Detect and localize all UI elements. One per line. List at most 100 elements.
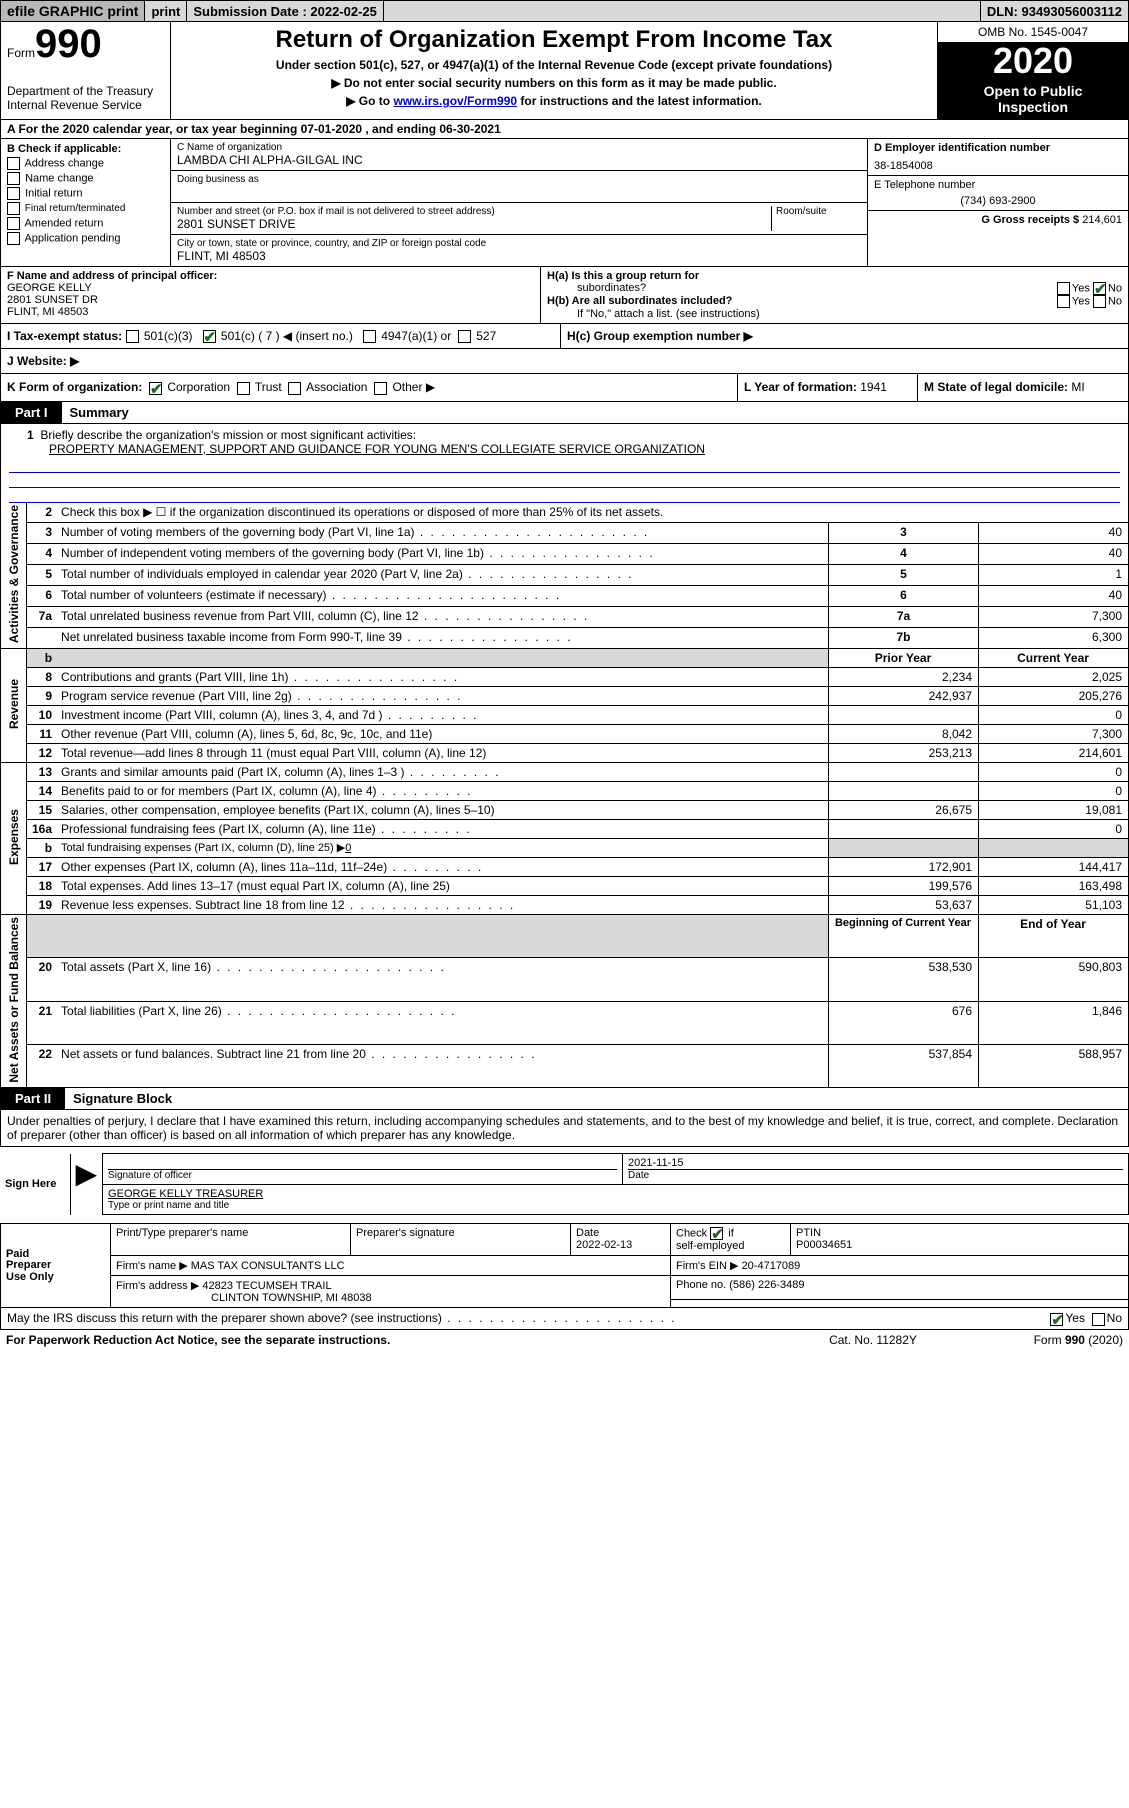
ha-yes[interactable] — [1057, 282, 1070, 295]
part-2-title: Signature Block — [65, 1088, 180, 1109]
f-label: F Name and address of principal officer: — [7, 270, 534, 282]
officer-addr1: 2801 SUNSET DR — [7, 294, 534, 306]
irs-no[interactable] — [1092, 1313, 1105, 1326]
irs-discuss-row: May the IRS discuss this return with the… — [0, 1308, 1129, 1329]
header-mid: Return of Organization Exempt From Incom… — [171, 22, 938, 119]
dba-label: Doing business as — [177, 174, 861, 185]
ein-value: 38-1854008 — [874, 160, 1122, 172]
prep-sig-hdr: Preparer's signature — [351, 1224, 571, 1256]
room-label: Room/suite — [776, 206, 861, 217]
form-subtitle-2: ▶ Do not enter social security numbers o… — [177, 76, 931, 90]
box-h: H(a) Is this a group return for subordin… — [541, 267, 1128, 323]
ha-no[interactable] — [1093, 282, 1106, 295]
row-j-website: J Website: ▶ — [0, 349, 1129, 374]
sig-officer-label: Signature of officer — [108, 1169, 617, 1181]
chk-4947[interactable] — [363, 330, 376, 343]
dept-line-1: Department of the Treasury — [7, 84, 164, 98]
table-row: 8Contributions and grants (Part VIII, li… — [1, 667, 1129, 686]
chk-final-return[interactable] — [7, 202, 20, 215]
side-net-assets: Net Assets or Fund Balances — [7, 917, 21, 1083]
box-m-state: M State of legal domicile: MI — [918, 374, 1128, 400]
chk-other[interactable] — [374, 382, 387, 395]
irs-discuss-text: May the IRS discuss this return with the… — [7, 1311, 1050, 1325]
ptin: P00034651 — [796, 1239, 852, 1251]
table-row: 21Total liabilities (Part X, line 26)676… — [1, 1001, 1129, 1044]
table-row: 15Salaries, other compensation, employee… — [1, 800, 1129, 819]
row-f-h: F Name and address of principal officer:… — [0, 267, 1129, 324]
mission-text: PROPERTY MANAGEMENT, SUPPORT AND GUIDANC… — [49, 442, 1120, 456]
hdr-end: End of Year — [979, 914, 1129, 957]
col-b-checkboxes: B Check if applicable: Address change Na… — [1, 139, 171, 266]
hdr-curr: Current Year — [979, 648, 1129, 667]
info-grid: B Check if applicable: Address change Na… — [0, 139, 1129, 267]
part-1-tab: Part I — [1, 402, 62, 423]
street-address: 2801 SUNSET DRIVE — [177, 217, 771, 231]
table-row: 22Net assets or fund balances. Subtract … — [1, 1044, 1129, 1087]
box-l-year: L Year of formation: 1941 — [738, 374, 918, 400]
chk-app-pending[interactable] — [7, 232, 20, 245]
table-row: Net unrelated business taxable income fr… — [1, 627, 1129, 648]
org-name-label: C Name of organization — [177, 142, 861, 153]
table-row: 4Number of independent voting members of… — [1, 544, 1129, 565]
summary-table: Activities & Governance 2 Check this box… — [0, 503, 1129, 1089]
paid-preparer-table: PaidPreparerUse Only Print/Type preparer… — [0, 1223, 1129, 1308]
table-row: 11Other revenue (Part VIII, column (A), … — [1, 724, 1129, 743]
sig-date: 2021-11-15 — [628, 1157, 1123, 1169]
table-row: 7aTotal unrelated business revenue from … — [1, 606, 1129, 627]
dept-line-2: Internal Revenue Service — [7, 98, 164, 112]
row-a-tax-year: A For the 2020 calendar year, or tax yea… — [0, 120, 1129, 139]
pra-notice: For Paperwork Reduction Act Notice, see … — [6, 1333, 773, 1347]
paid-preparer-label: PaidPreparerUse Only — [1, 1224, 111, 1308]
cat-no: Cat. No. 11282Y — [773, 1333, 973, 1347]
mission-section: 1 Briefly describe the organization's mi… — [0, 424, 1129, 458]
col-c-org-info: C Name of organization LAMBDA CHI ALPHA-… — [171, 139, 868, 266]
table-row: 16aProfessional fundraising fees (Part I… — [1, 819, 1129, 838]
chk-name-change[interactable] — [7, 172, 20, 185]
part-2-tab: Part II — [1, 1088, 65, 1109]
header-right: OMB No. 1545-0047 2020 Open to PublicIns… — [938, 22, 1128, 119]
chk-initial-return[interactable] — [7, 187, 20, 200]
table-row: 18Total expenses. Add lines 13–17 (must … — [1, 876, 1129, 895]
hb-no[interactable] — [1093, 295, 1106, 308]
form-title: Return of Organization Exempt From Incom… — [177, 26, 931, 54]
chk-527[interactable] — [458, 330, 471, 343]
firm-addr1: 42823 TECUMSEH TRAIL — [202, 1280, 331, 1292]
form-id-footer: Form 990 (2020) — [973, 1333, 1123, 1347]
part-2-header: Part II Signature Block — [0, 1088, 1129, 1110]
chk-amended[interactable] — [7, 217, 20, 230]
tax-year: 2020 — [938, 43, 1128, 79]
box-i-tax-status: I Tax-exempt status: 501(c)(3) 501(c) ( … — [1, 324, 561, 348]
box-hc: H(c) Group exemption number ▶ — [561, 324, 1128, 348]
chk-self-employed[interactable] — [710, 1227, 723, 1240]
print-button[interactable]: print — [145, 1, 187, 21]
chk-assoc[interactable] — [288, 382, 301, 395]
officer-addr2: FLINT, MI 48503 — [7, 306, 534, 318]
open-to-public: Open to PublicInspection — [938, 79, 1128, 119]
firm-phone: (586) 226-3489 — [729, 1279, 804, 1291]
table-row: 12Total revenue—add lines 8 through 11 (… — [1, 743, 1129, 762]
table-row: 3Number of voting members of the governi… — [1, 523, 1129, 544]
chk-trust[interactable] — [237, 382, 250, 395]
table-row: Expenses13Grants and similar amounts pai… — [1, 762, 1129, 781]
chk-501c[interactable] — [203, 330, 216, 343]
prep-name-hdr: Print/Type preparer's name — [111, 1224, 351, 1256]
dln-label: DLN: 93493056003112 — [981, 1, 1128, 21]
signature-declaration: Under penalties of perjury, I declare th… — [0, 1110, 1129, 1147]
ein-label: D Employer identification number — [874, 142, 1122, 154]
irs-yes[interactable] — [1050, 1313, 1063, 1326]
side-revenue: Revenue — [7, 679, 21, 729]
table-row: 9Program service revenue (Part VIII, lin… — [1, 686, 1129, 705]
sign-here-label: Sign Here — [0, 1154, 70, 1215]
col-de: D Employer identification number 38-1854… — [868, 139, 1128, 266]
box-f-officer: F Name and address of principal officer:… — [1, 267, 541, 323]
side-activities: Activities & Governance — [7, 505, 21, 643]
chk-501c3[interactable] — [126, 330, 139, 343]
sign-here-table: Sign Here ▶ Signature of officer 2021-11… — [0, 1153, 1129, 1215]
phone-value: (734) 693-2900 — [874, 195, 1122, 207]
firm-addr2: CLINTON TOWNSHIP, MI 48038 — [116, 1292, 372, 1304]
chk-corp[interactable] — [149, 382, 162, 395]
chk-address-change[interactable] — [7, 157, 20, 170]
instructions-link[interactable]: www.irs.gov/Form990 — [393, 94, 517, 108]
table-row: 6Total number of volunteers (estimate if… — [1, 586, 1129, 607]
hb-yes[interactable] — [1057, 295, 1070, 308]
